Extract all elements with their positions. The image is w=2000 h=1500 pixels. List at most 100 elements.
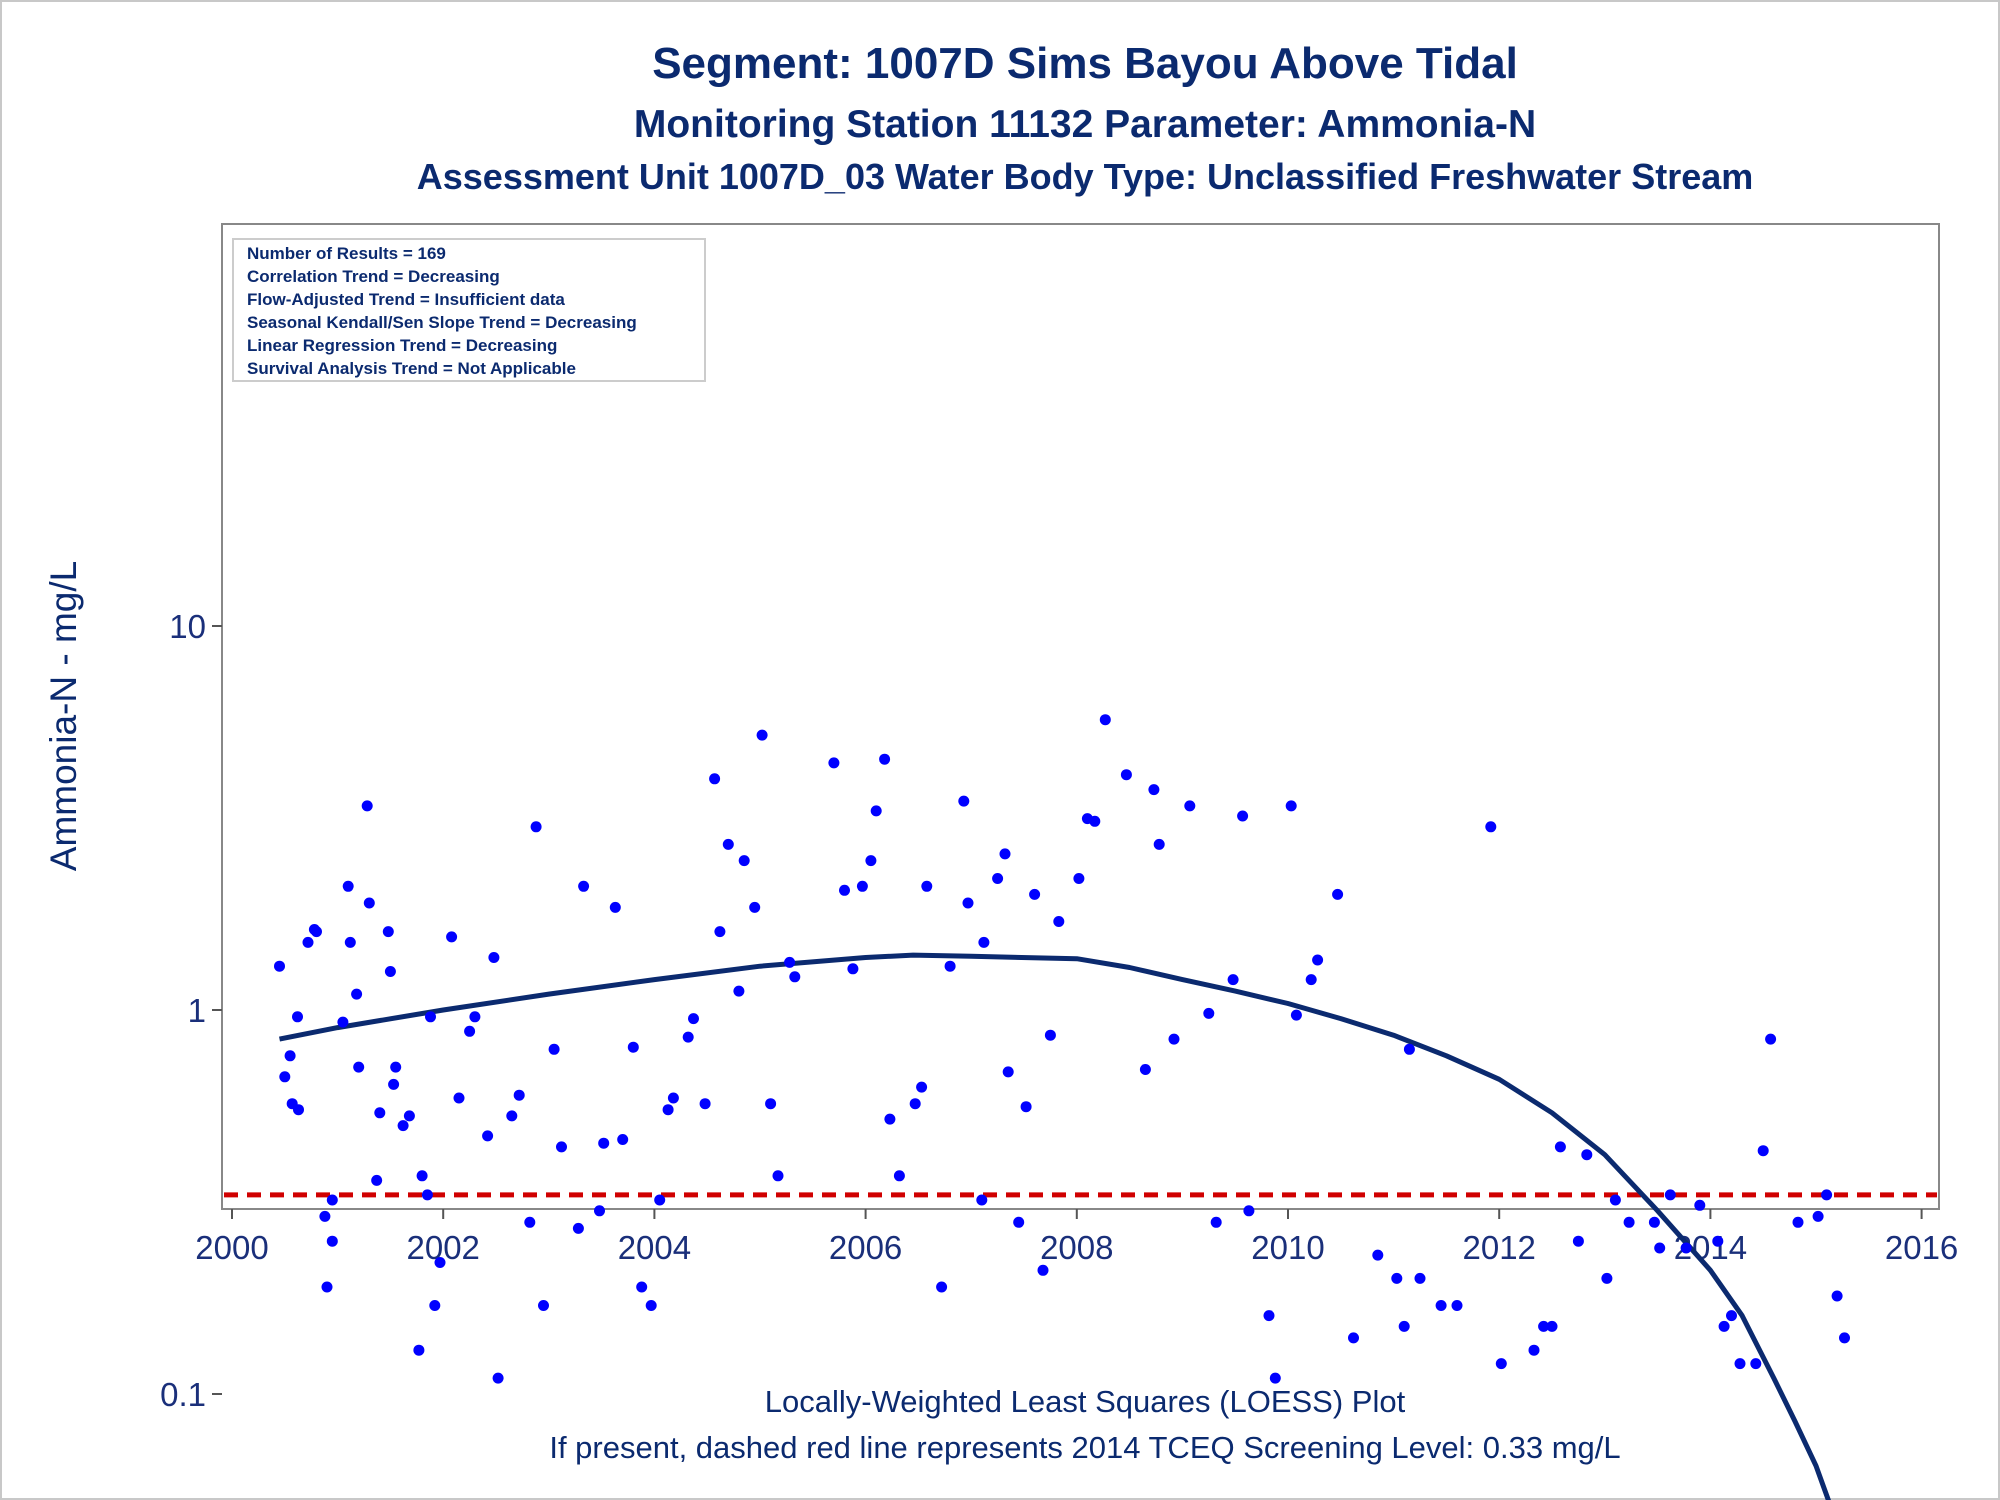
data-point [1757,1145,1769,1157]
data-point [1089,815,1101,827]
data-point [1020,1101,1032,1113]
data-point [784,956,796,968]
data-point [1664,1189,1676,1201]
stats-line-seasonal-kendall: Seasonal Kendall/Sen Slope Trend = Decre… [247,313,637,332]
data-point [326,1194,338,1206]
data-point [682,1031,694,1043]
data-point [1538,1320,1550,1332]
data-point [1285,800,1297,812]
data-point [847,963,859,975]
data-point [538,1300,549,1311]
data-point [429,1300,441,1311]
data-point [293,1104,304,1116]
data-point [936,1281,948,1293]
data-point [1694,1199,1706,1211]
stats-line-correlation: Correlation Trend = Decreasing [247,267,500,286]
data-point [978,936,990,948]
data-point [1227,974,1239,986]
x-tick-label: 2008 [1040,1229,1113,1266]
data-point [397,1120,409,1132]
data-point [1073,873,1085,884]
data-point [828,757,840,769]
y-tick-label: 1 [188,992,206,1029]
chart-title: Segment: 1007D Sims Bayou Above Tidal [652,39,1518,88]
data-point [1002,1066,1014,1078]
data-point [274,960,285,972]
data-point [319,1210,331,1222]
chart-subtitle-2: Assessment Unit 1007D_03 Water Body Type… [417,156,1754,197]
data-point [1654,1242,1666,1254]
data-point [617,1134,629,1145]
data-point [772,1170,784,1182]
data-point [506,1110,518,1122]
data-point [1623,1216,1635,1228]
data-point [893,1170,905,1182]
data-point [1734,1358,1746,1370]
data-point [384,966,396,977]
data-point [342,880,354,892]
data-point [1391,1272,1403,1284]
plot-area [221,223,1940,1210]
data-point [337,1016,349,1028]
data-point [311,926,322,938]
data-point [1184,800,1196,812]
footnote-loess: Locally-Weighted Least Squares (LOESS) P… [765,1384,1406,1419]
data-point [1726,1310,1737,1322]
data-point [839,884,850,896]
data-point [482,1130,494,1142]
data-point [667,1092,679,1104]
data-point [884,1113,896,1125]
data-point [1572,1235,1584,1247]
data-point [1348,1332,1359,1344]
data-point [1037,1264,1049,1276]
data-point [326,1235,338,1247]
data-point [738,855,750,867]
y-tick-label: 10 [169,608,206,645]
data-point [856,880,868,892]
x-tick-label: 2016 [1885,1229,1958,1266]
data-point [1243,1205,1255,1217]
stats-box-border [232,238,706,382]
data-point [1269,1372,1281,1384]
data-point [1485,821,1497,833]
data-point [1029,888,1041,900]
data-point [662,1104,674,1116]
data-point [416,1170,428,1182]
data-point [548,1043,560,1055]
data-point [1680,1242,1692,1254]
data-point [1120,769,1132,781]
data-point [363,897,375,909]
x-axis: 2000 2002 2004 2006 2008 2010 2012 2014 2016 [195,1209,1958,1266]
data-point [636,1281,648,1293]
data-point [425,1011,436,1023]
stats-line-count: Number of Results = 169 [247,244,446,263]
data-point [756,729,768,741]
data-point [921,880,933,892]
data-point [403,1110,415,1122]
data-point [464,1025,476,1037]
data-point [446,931,458,943]
data-point [714,926,726,938]
data-point [1712,1235,1724,1247]
x-tick-label: 2010 [1251,1229,1324,1266]
data-point [1581,1149,1593,1161]
data-point [688,1013,699,1025]
stats-line-survival: Survival Analysis Trend = Not Applicable [247,359,576,378]
data-point [524,1216,536,1228]
data-point [870,805,882,817]
data-point [302,936,314,948]
data-point [992,873,1004,884]
data-point [1398,1320,1410,1332]
data-point [513,1089,525,1101]
data-point [1312,954,1324,966]
stats-line-linear-regression: Linear Regression Trend = Decreasing [247,336,557,355]
data-point [1812,1210,1824,1222]
data-point [598,1137,610,1149]
data-point [1044,1029,1056,1041]
data-point [1210,1216,1222,1228]
data-point [361,800,373,812]
data-point [645,1300,657,1311]
data-point [344,936,356,948]
x-tick-label: 2006 [829,1229,902,1266]
data-point [722,838,734,850]
